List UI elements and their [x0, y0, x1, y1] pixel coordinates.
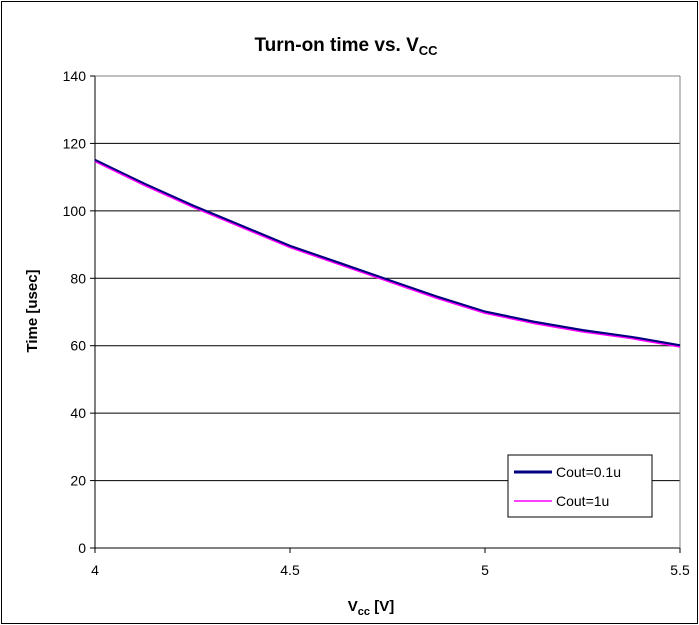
legend-label: Cout=1u	[556, 493, 609, 509]
legend-box	[507, 454, 653, 518]
y-tick-label: 60	[70, 338, 86, 354]
y-tick-label: 20	[70, 473, 86, 489]
chart-title-main: Turn-on time vs. V	[254, 35, 419, 56]
x-axis-title-unit: [V]	[370, 598, 394, 615]
series-line-cout-0-1u	[94, 158, 681, 348]
chart-title-subscript: CC	[419, 43, 438, 58]
x-axis-title-subscript: cc	[358, 606, 370, 618]
y-tick-label: 40	[70, 405, 86, 421]
y-axis-title: Time [usec]	[24, 269, 41, 352]
x-axis-title: Vcc [V]	[348, 598, 394, 618]
series-line-cout-1u	[94, 160, 681, 348]
gridlines	[95, 75, 680, 482]
series-layer	[94, 158, 681, 348]
y-tick-label: 100	[63, 203, 87, 219]
legend: Cout=0.1u Cout=1u	[507, 454, 653, 518]
axes: 0 20 40 60 80 100 120 140 4 4.5 5 5.5	[63, 68, 690, 578]
x-tick-label: 4	[91, 562, 99, 578]
x-axis-title-main: V	[348, 598, 358, 615]
legend-label: Cout=0.1u	[556, 464, 621, 480]
y-tick-label: 140	[63, 68, 87, 84]
y-tick-label: 120	[63, 135, 87, 151]
chart-title: Turn-on time vs. VCC	[254, 35, 438, 58]
y-tick-label: 0	[78, 540, 86, 556]
x-tick-label: 4.5	[280, 562, 300, 578]
x-tick-label: 5	[481, 562, 489, 578]
x-tick-label: 5.5	[670, 562, 690, 578]
y-tick-label: 80	[70, 270, 86, 286]
